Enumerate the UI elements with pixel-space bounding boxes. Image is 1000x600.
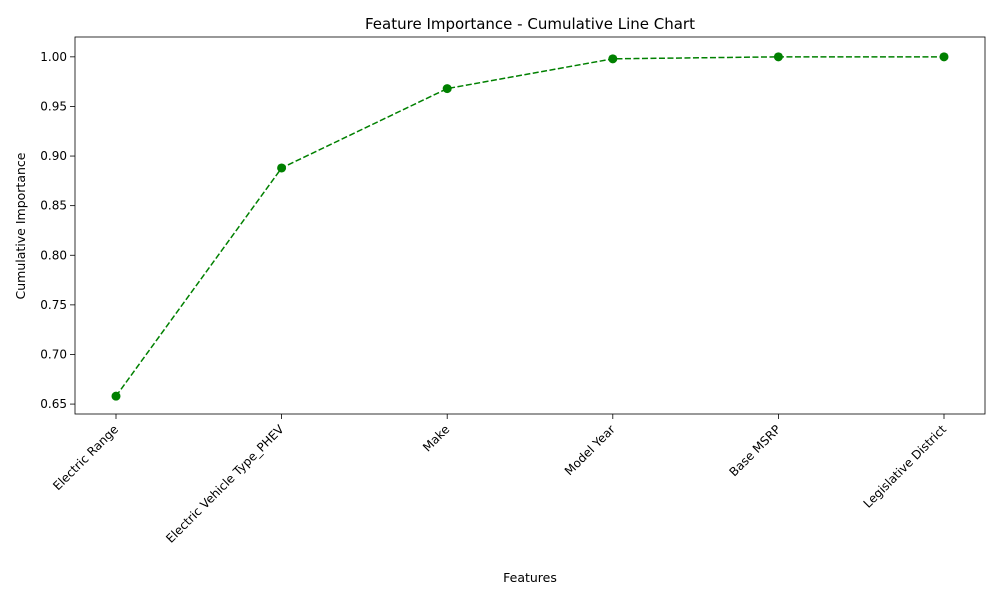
data-point	[277, 163, 287, 173]
y-tick-label: 0.75	[40, 298, 67, 312]
data-point	[442, 84, 452, 94]
y-tick-label: 0.70	[40, 347, 67, 361]
y-tick-label: 0.95	[40, 99, 67, 113]
data-point	[939, 52, 949, 62]
x-axis-label: Features	[503, 570, 557, 585]
y-tick-label: 0.65	[40, 397, 67, 411]
axes-frame	[74, 36, 986, 415]
data-point	[773, 52, 783, 62]
y-tick-label: 0.90	[40, 149, 67, 163]
y-tick-label: 0.80	[40, 248, 67, 262]
data-point	[111, 391, 121, 401]
chart-title: Feature Importance - Cumulative Line Cha…	[365, 15, 695, 33]
series-line	[115, 56, 944, 397]
y-tick-label: 1.00	[40, 50, 67, 64]
y-tick-label: 0.85	[40, 199, 67, 213]
y-axis-label: Cumulative Importance	[13, 152, 28, 299]
data-point	[608, 54, 618, 64]
